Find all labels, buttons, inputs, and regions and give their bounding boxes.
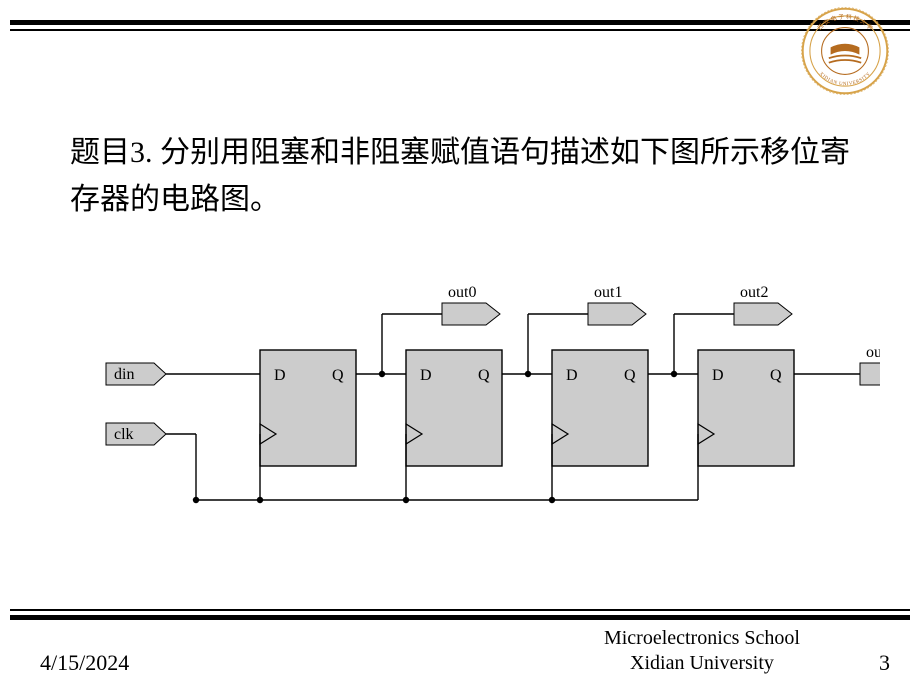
top-double-rule: [10, 20, 910, 31]
footer-school: Microelectronics School Xidian Universit…: [604, 626, 800, 676]
svg-text:D: D: [420, 367, 432, 384]
footer-school-line1: Microelectronics School: [604, 626, 800, 651]
footer-page-number: 3: [879, 650, 890, 676]
svg-text:din: din: [114, 366, 134, 383]
svg-text:Q: Q: [478, 367, 490, 384]
svg-text:clk: clk: [114, 426, 134, 443]
footer-date: 4/15/2024: [40, 650, 129, 676]
svg-text:out2: out2: [740, 284, 768, 301]
svg-text:西 安 电 子 科 技 大 学: 西 安 电 子 科 技 大 学: [816, 13, 874, 32]
svg-text:D: D: [566, 367, 578, 384]
university-logo: 西 安 电 子 科 技 大 学 XIDIAN UNIVERSITY: [800, 6, 890, 96]
svg-text:Q: Q: [624, 367, 636, 384]
svg-text:out3: out3: [866, 344, 880, 361]
svg-text:D: D: [274, 367, 286, 384]
svg-text:out0: out0: [448, 284, 476, 301]
question-title: 题目3. 分别用阻塞和非阻塞赋值语句描述如下图所示移位寄存器的电路图。: [70, 130, 850, 223]
shift-register-diagram: din clk D Q D Q D Q D Qout0 out1 out2 out3: [60, 270, 880, 550]
svg-text:Q: Q: [770, 367, 782, 384]
footer-school-line2: Xidian University: [604, 651, 800, 676]
svg-text:Q: Q: [332, 367, 344, 384]
svg-text:out1: out1: [594, 284, 622, 301]
svg-text:D: D: [712, 367, 724, 384]
bottom-double-rule: [10, 609, 910, 620]
